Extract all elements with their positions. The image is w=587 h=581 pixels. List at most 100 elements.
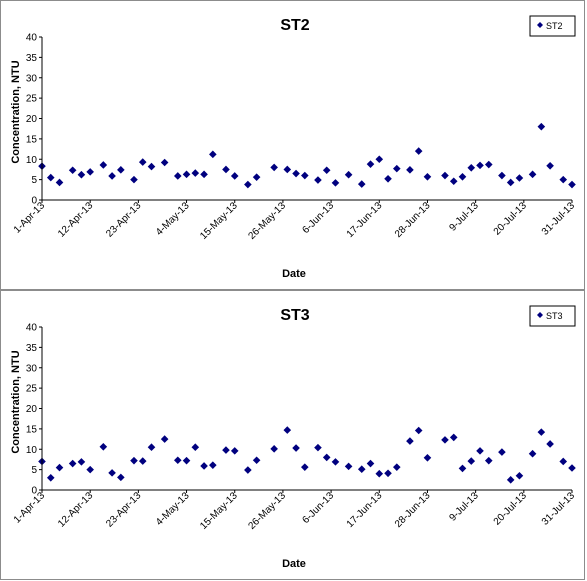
data-point <box>117 166 125 174</box>
y-axis-ticks: 0 5 10 15 20 25 30 35 40 <box>26 33 42 207</box>
data-point <box>147 162 156 171</box>
data-point <box>314 443 322 452</box>
y-tick-label: 0 <box>31 486 37 497</box>
data-point <box>55 178 64 187</box>
y-tick-label: 5 <box>31 465 37 476</box>
data-point <box>406 437 414 445</box>
data-point <box>230 447 239 455</box>
data-point <box>191 169 200 177</box>
st3-chart: ST3 ST3 Concentration, NTU Date 0 5 10 15 20… <box>10 305 578 570</box>
data-point <box>537 122 546 131</box>
data-point <box>68 166 77 175</box>
legend-label: ST3 <box>546 311 563 321</box>
data-point <box>222 446 230 454</box>
legend-box <box>529 15 576 37</box>
legend-marker <box>537 22 543 28</box>
data-point <box>209 150 217 159</box>
x-axis-ticks: 1-Apr-13 12-Apr-13 23-Apr-13 4-May-13 15-May… <box>12 200 578 242</box>
data-point <box>270 163 278 172</box>
x-tick-label: 15-May-13 <box>198 200 240 242</box>
data-point <box>392 463 401 471</box>
x-tick-label: 1-Apr-13 <box>12 200 48 236</box>
data-point <box>537 428 546 436</box>
x-axis-ticks: 1-Apr-13 12-Apr-13 23-Apr-13 4-May-13 15-May… <box>12 490 578 532</box>
x-tick-label: 6-Jun-13 <box>301 490 337 526</box>
data-point <box>130 456 138 465</box>
x-tick-label: 4-May-13 <box>154 490 192 528</box>
y-tick-label: 15 <box>26 134 38 145</box>
data-point <box>147 443 156 452</box>
chart-legend: ST3 <box>529 305 576 327</box>
data-point <box>498 171 506 180</box>
x-tick-label: 17-Jun-13 <box>345 200 385 240</box>
data-point <box>138 158 147 166</box>
data-point <box>467 164 476 172</box>
data-point <box>138 457 147 465</box>
data-point <box>384 469 392 478</box>
data-point <box>344 462 353 471</box>
y-tick-label: 35 <box>26 343 38 354</box>
data-point <box>99 161 108 169</box>
data-point <box>414 147 423 155</box>
data-point <box>357 465 366 474</box>
data-point <box>108 469 116 477</box>
data-point <box>322 453 331 462</box>
data-point <box>230 172 239 180</box>
data-point <box>568 464 576 472</box>
data-point <box>209 461 217 469</box>
data-point <box>301 463 309 471</box>
y-tick-label: 10 <box>26 155 38 166</box>
data-point <box>476 447 484 455</box>
data-point <box>484 456 493 465</box>
y-tick-label: 40 <box>26 323 38 334</box>
data-point <box>117 473 125 482</box>
data-point <box>77 458 86 466</box>
data-point <box>46 173 55 182</box>
x-tick-label: 9-Jul-13 <box>447 200 481 234</box>
data-point <box>108 172 116 180</box>
x-tick-label: 26-May-13 <box>246 200 288 242</box>
x-tick-label: 20-Jul-13 <box>492 200 530 238</box>
x-tick-label: 23-Apr-13 <box>104 490 144 530</box>
data-point <box>528 170 537 179</box>
data-point <box>191 443 200 452</box>
data-point <box>546 161 554 170</box>
data-point <box>559 457 568 466</box>
data-point <box>515 174 524 182</box>
x-tick-label: 31-Jul-13 <box>540 490 578 528</box>
x-tick-label: 31-Jul-13 <box>540 200 578 238</box>
st3-chart-panel: ST3 ST3 Concentration, NTU Date 0 5 10 15 20… <box>0 290 585 580</box>
y-axis-label: Concentration, NTU <box>10 350 22 453</box>
data-points <box>38 122 576 189</box>
data-point <box>130 175 138 184</box>
y-axis-label: Concentration, NTU <box>10 60 22 163</box>
data-point <box>357 180 366 188</box>
chart-title: ST2 <box>280 17 309 34</box>
data-point <box>244 466 252 474</box>
data-point <box>449 433 458 442</box>
data-point <box>375 469 384 478</box>
y-tick-label: 30 <box>26 363 38 374</box>
data-point <box>301 171 309 180</box>
y-tick-label: 20 <box>26 404 38 415</box>
data-point <box>423 172 432 181</box>
chart-legend: ST2 <box>529 15 576 37</box>
y-tick-label: 10 <box>26 445 38 456</box>
x-axis-label: Date <box>282 268 306 280</box>
y-tick-label: 0 <box>31 196 37 207</box>
x-tick-label: 28-Jun-13 <box>393 200 433 240</box>
x-tick-label: 1-Apr-13 <box>12 490 48 526</box>
legend-label: ST2 <box>546 21 563 31</box>
x-tick-label: 20-Jul-13 <box>492 490 530 528</box>
legend-box <box>529 305 576 327</box>
y-tick-label: 30 <box>26 73 38 84</box>
data-point <box>458 172 467 181</box>
data-points <box>38 426 576 484</box>
chart-title: ST3 <box>280 307 309 324</box>
x-tick-label: 9-Jul-13 <box>447 490 481 524</box>
x-tick-label: 26-May-13 <box>246 490 288 532</box>
data-point <box>99 443 108 451</box>
data-point <box>86 168 94 176</box>
data-point <box>406 166 414 174</box>
data-point <box>344 170 353 179</box>
